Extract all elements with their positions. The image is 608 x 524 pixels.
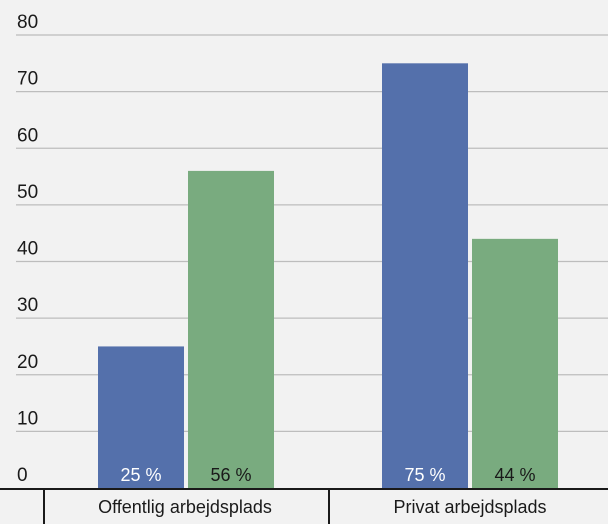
y-tick-label: 10 [17, 408, 38, 429]
bar [472, 238, 558, 488]
bar [382, 63, 468, 488]
data-label: 75 % [404, 465, 445, 485]
data-label: 25 % [120, 465, 161, 485]
data-labels: 25 % 75 % 56 % 44 % [120, 465, 535, 485]
x-category-label: Privat arbejdsplads [393, 497, 546, 517]
y-tick-label: 30 [17, 295, 38, 316]
y-tick-label: 40 [17, 239, 38, 260]
y-tick-label: 0 [17, 465, 28, 486]
y-tick-label: 80 [17, 12, 38, 33]
data-label: 56 % [210, 465, 251, 485]
y-tick-label: 50 [17, 182, 38, 203]
bars [98, 63, 558, 488]
bar [188, 170, 274, 488]
y-tick-label: 70 [17, 69, 38, 90]
y-tick-label: 20 [17, 352, 38, 373]
x-axis: Offentlig arbejdsplads Privat arbejdsplad… [0, 488, 608, 524]
data-label: 44 % [494, 465, 535, 485]
bar [98, 346, 184, 488]
y-tick-label: 60 [17, 125, 38, 146]
y-axis-ticks: 0 10 20 30 40 50 60 70 80 [17, 12, 38, 486]
x-category-label: Offentlig arbejdsplads [98, 497, 272, 517]
